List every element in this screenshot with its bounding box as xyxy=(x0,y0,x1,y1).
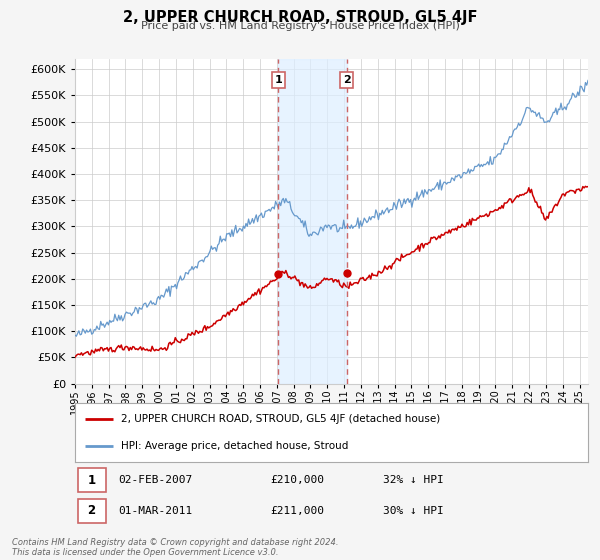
Text: 1: 1 xyxy=(88,474,96,487)
Text: 02-FEB-2007: 02-FEB-2007 xyxy=(119,475,193,485)
Text: Price paid vs. HM Land Registry's House Price Index (HPI): Price paid vs. HM Land Registry's House … xyxy=(140,21,460,31)
Text: 1: 1 xyxy=(274,74,282,85)
Text: 32% ↓ HPI: 32% ↓ HPI xyxy=(383,475,443,485)
Text: 30% ↓ HPI: 30% ↓ HPI xyxy=(383,506,443,516)
Bar xyxy=(278,59,347,384)
Text: 2: 2 xyxy=(343,74,350,85)
Text: Contains HM Land Registry data © Crown copyright and database right 2024.
This d: Contains HM Land Registry data © Crown c… xyxy=(12,538,338,557)
Text: 01-MAR-2011: 01-MAR-2011 xyxy=(119,506,193,516)
Text: HPI: Average price, detached house, Stroud: HPI: Average price, detached house, Stro… xyxy=(121,441,349,451)
FancyBboxPatch shape xyxy=(77,500,106,522)
Text: 2: 2 xyxy=(88,505,96,517)
Text: £211,000: £211,000 xyxy=(270,506,324,516)
FancyBboxPatch shape xyxy=(77,469,106,492)
Text: 2, UPPER CHURCH ROAD, STROUD, GL5 4JF: 2, UPPER CHURCH ROAD, STROUD, GL5 4JF xyxy=(123,10,477,25)
Text: 2, UPPER CHURCH ROAD, STROUD, GL5 4JF (detached house): 2, UPPER CHURCH ROAD, STROUD, GL5 4JF (d… xyxy=(121,414,440,424)
Text: £210,000: £210,000 xyxy=(270,475,324,485)
